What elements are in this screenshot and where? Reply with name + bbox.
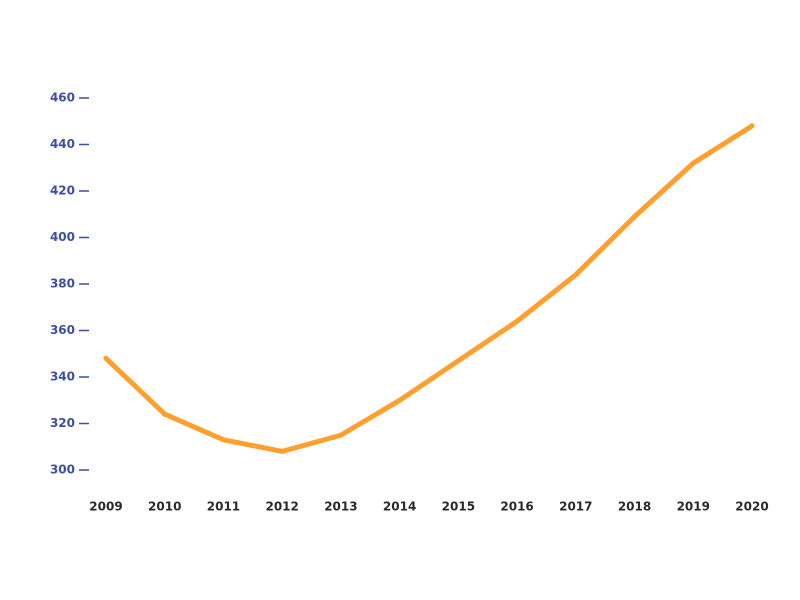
series-line <box>103 123 755 454</box>
x-tick-label: 2020 <box>735 500 768 514</box>
data-point <box>103 355 109 361</box>
x-tick-label: 2014 <box>383 500 416 514</box>
y-tick-label: 360 <box>50 323 75 337</box>
x-tick-label: 2019 <box>677 500 710 514</box>
x-tick-label: 2016 <box>500 500 533 514</box>
series-group <box>103 123 755 454</box>
y-tick-label: 340 <box>50 370 75 384</box>
x-tick-label: 2015 <box>442 500 475 514</box>
data-point <box>632 214 638 220</box>
y-tick-label: 320 <box>50 416 75 430</box>
data-point <box>749 123 755 129</box>
data-point <box>690 160 696 166</box>
data-point <box>162 411 168 417</box>
x-axis: 2009 2010 2011 2012 2013 2014 2015 2016 2017 2018… <box>89 500 768 514</box>
y-tick-label: 300 <box>50 463 75 477</box>
y-tick-label: 440 <box>50 137 75 151</box>
data-point <box>397 397 403 403</box>
x-tick-label: 2010 <box>148 500 181 514</box>
y-tick-label: 420 <box>50 184 75 198</box>
data-point <box>220 437 226 443</box>
y-tick-label: 380 <box>50 277 75 291</box>
x-tick-label: 2009 <box>89 500 122 514</box>
data-point <box>455 358 461 364</box>
x-tick-label: 2011 <box>207 500 240 514</box>
y-tick-label: 460 <box>50 91 75 105</box>
data-point <box>573 272 579 278</box>
y-tick-label: 400 <box>50 230 75 244</box>
x-tick-label: 2012 <box>265 500 298 514</box>
data-point <box>514 318 520 324</box>
x-tick-label: 2013 <box>324 500 357 514</box>
data-point <box>279 448 285 454</box>
x-tick-label: 2017 <box>559 500 592 514</box>
data-point <box>338 432 344 438</box>
x-tick-label: 2018 <box>618 500 651 514</box>
y-axis: 300 320 340 360 380 400 420 440 460 <box>50 91 89 477</box>
